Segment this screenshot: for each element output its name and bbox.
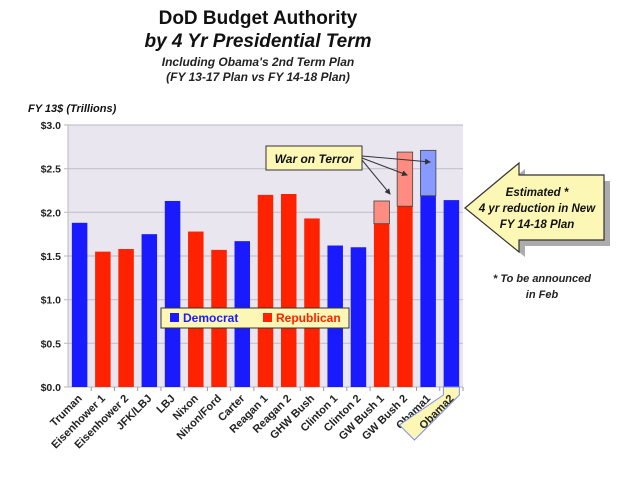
bar-reagan-2 (280, 193, 297, 387)
bar-reagan-1 (257, 194, 274, 387)
chart-subtitle-line2: (FY 13-17 Plan vs FY 14-18 Plan) (166, 70, 350, 84)
bar-eisenhower-2 (118, 249, 134, 387)
footnote-line1: * To be announced (493, 273, 591, 285)
bar-obama2 (443, 200, 460, 387)
y-tick-label: $2.0 (41, 207, 62, 219)
bar-ghw-bush (304, 218, 320, 387)
war-on-terror-label: War on Terror (275, 152, 355, 166)
y-tick-label: $0.0 (41, 382, 62, 394)
bar-clinton-2 (350, 247, 367, 387)
legend: Democrat Republican (160, 307, 350, 329)
y-tick-label: $1.0 (41, 295, 62, 307)
highlight-callout (398, 386, 460, 441)
bar-jfk-lbj (141, 234, 158, 387)
y-tick-label: $0.5 (41, 338, 62, 350)
legend-swatch-republican (263, 313, 272, 322)
bar-truman (71, 222, 88, 387)
bar-obama1 (420, 195, 436, 387)
reduction-arrow-callout: Estimated * 4 yr reduction in New FY 14-… (464, 161, 610, 257)
legend-label-republican: Republican (276, 311, 341, 325)
war-on-terror-segment (419, 149, 437, 197)
legend-swatch-democrat (170, 313, 179, 322)
y-tick-label: $3.0 (41, 120, 62, 132)
y-tick-label: $2.5 (41, 164, 62, 176)
y-tick-label: $1.5 (41, 251, 62, 263)
war-on-terror-segment (373, 200, 390, 225)
bar-eisenhower-1 (95, 251, 111, 387)
war-on-terror-callout: War on Terror (265, 145, 431, 195)
y-axis-label: FY 13$ (Trillions) (28, 103, 117, 115)
arrow-text-line3: FY 14-18 Plan (500, 219, 575, 231)
arrow-text-line2: 4 yr reduction in New (478, 203, 596, 215)
bar-lbj (164, 200, 181, 387)
bar-gw-bush-1 (373, 223, 390, 387)
arrow-text-line1: Estimated * (506, 187, 569, 199)
chart-title-line2: by 4 Yr Presidential Term (144, 31, 371, 52)
chart-title: DoD Budget Authority (159, 8, 358, 29)
war-on-terror-segment (396, 151, 414, 207)
legend-label-democrat: Democrat (183, 311, 238, 325)
bar-gw-bush-2 (397, 206, 413, 387)
footnote-line2: in Feb (526, 289, 559, 301)
chart-subtitle: Including Obama's 2nd Term Plan (162, 55, 354, 69)
